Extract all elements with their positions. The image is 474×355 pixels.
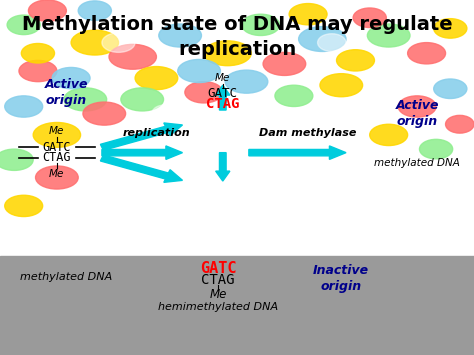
FancyArrow shape bbox=[100, 155, 182, 182]
Ellipse shape bbox=[434, 18, 467, 38]
Ellipse shape bbox=[220, 97, 254, 116]
Bar bbox=[0, 256, 474, 355]
Text: Active
origin: Active origin bbox=[45, 78, 88, 107]
Ellipse shape bbox=[318, 34, 346, 51]
Text: GATC: GATC bbox=[43, 141, 71, 154]
Ellipse shape bbox=[64, 88, 107, 111]
FancyArrow shape bbox=[216, 85, 230, 110]
Text: hemimethylated DNA: hemimethylated DNA bbox=[158, 302, 278, 312]
Ellipse shape bbox=[242, 14, 280, 36]
Ellipse shape bbox=[0, 149, 33, 170]
Ellipse shape bbox=[109, 44, 156, 69]
Ellipse shape bbox=[337, 50, 374, 71]
Text: Active
origin: Active origin bbox=[395, 99, 439, 128]
Ellipse shape bbox=[71, 30, 118, 55]
Ellipse shape bbox=[263, 52, 306, 76]
Text: GATC: GATC bbox=[208, 87, 238, 99]
Ellipse shape bbox=[398, 96, 436, 117]
Ellipse shape bbox=[320, 73, 363, 97]
FancyArrow shape bbox=[216, 153, 230, 181]
Ellipse shape bbox=[33, 122, 81, 147]
Text: Me: Me bbox=[49, 169, 64, 179]
Ellipse shape bbox=[185, 82, 223, 103]
Ellipse shape bbox=[159, 24, 201, 47]
Text: Methylation state of DNA may regulate: Methylation state of DNA may regulate bbox=[22, 15, 452, 34]
Ellipse shape bbox=[121, 88, 164, 111]
Ellipse shape bbox=[78, 1, 111, 20]
Ellipse shape bbox=[370, 124, 408, 146]
Ellipse shape bbox=[275, 85, 313, 106]
FancyArrow shape bbox=[100, 123, 182, 150]
Ellipse shape bbox=[204, 41, 251, 66]
FancyArrow shape bbox=[249, 146, 346, 159]
Ellipse shape bbox=[419, 140, 453, 159]
Text: methylated DNA: methylated DNA bbox=[20, 272, 112, 282]
Ellipse shape bbox=[434, 79, 467, 98]
Text: Inactive
origin: Inactive origin bbox=[313, 264, 369, 293]
Text: CTAG: CTAG bbox=[201, 273, 235, 288]
Text: CTAG: CTAG bbox=[43, 152, 71, 164]
Ellipse shape bbox=[225, 70, 268, 93]
Ellipse shape bbox=[135, 66, 178, 89]
Text: Me: Me bbox=[49, 126, 64, 136]
Ellipse shape bbox=[408, 43, 446, 64]
FancyArrow shape bbox=[102, 146, 182, 159]
Ellipse shape bbox=[83, 102, 126, 125]
Ellipse shape bbox=[353, 8, 386, 27]
Ellipse shape bbox=[152, 105, 180, 122]
Text: CTAG: CTAG bbox=[206, 97, 239, 111]
Text: Dam methylase: Dam methylase bbox=[259, 128, 357, 138]
Ellipse shape bbox=[52, 67, 90, 89]
Ellipse shape bbox=[36, 166, 78, 189]
Text: replication: replication bbox=[178, 40, 296, 59]
Text: Me: Me bbox=[210, 288, 227, 301]
Text: GATC: GATC bbox=[200, 261, 237, 275]
Ellipse shape bbox=[367, 24, 410, 47]
Text: replication: replication bbox=[123, 128, 190, 138]
Ellipse shape bbox=[5, 195, 43, 217]
Ellipse shape bbox=[28, 0, 66, 21]
Ellipse shape bbox=[19, 60, 57, 82]
Ellipse shape bbox=[299, 27, 346, 51]
Text: methylated DNA: methylated DNA bbox=[374, 158, 460, 168]
Bar bbox=[0, 0, 474, 256]
Ellipse shape bbox=[102, 33, 135, 52]
Ellipse shape bbox=[5, 96, 43, 117]
Ellipse shape bbox=[7, 15, 40, 34]
Ellipse shape bbox=[178, 59, 220, 83]
Text: Me: Me bbox=[215, 73, 230, 83]
Ellipse shape bbox=[289, 4, 327, 25]
Ellipse shape bbox=[446, 115, 474, 133]
Ellipse shape bbox=[21, 43, 55, 63]
